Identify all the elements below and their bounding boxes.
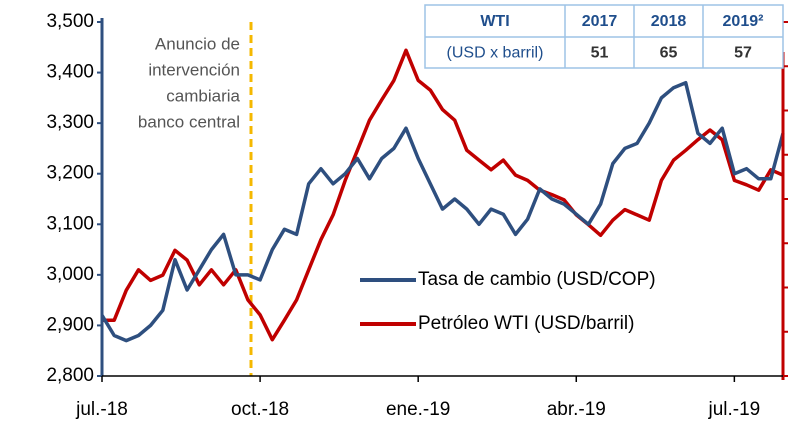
annotation-text: banco central <box>138 112 240 131</box>
table-cell: 65 <box>660 45 678 62</box>
y-tick-label: 3,200 <box>46 163 94 184</box>
y-tick-label: 2,800 <box>46 365 94 386</box>
annotation-text: intervención <box>148 60 240 79</box>
y-tick-label: 3,400 <box>46 62 94 83</box>
series-line <box>102 48 784 342</box>
series-line <box>100 80 785 343</box>
table-cell: 2017 <box>582 13 618 30</box>
y-tick-label: 3,000 <box>46 264 94 285</box>
y-tick-label: 2,900 <box>46 314 94 335</box>
annotation-text: Anuncio de <box>155 34 240 53</box>
table-cell: 2019² <box>723 13 764 30</box>
legend-label: Petróleo WTI (USD/barril) <box>418 313 634 334</box>
table-cell: 51 <box>591 45 609 62</box>
legend-label: Tasa de cambio (USD/COP) <box>418 269 656 290</box>
x-tick-label: ene.-19 <box>386 399 450 420</box>
x-tick-label: jul.-18 <box>75 399 128 420</box>
table-cell: 57 <box>734 45 752 62</box>
table-cell: 2018 <box>651 13 687 30</box>
table-cell: WTI <box>480 13 509 30</box>
table-cell: (USD x barril) <box>447 45 544 62</box>
x-tick-label: oct.-18 <box>231 399 289 420</box>
y-tick-label: 3,300 <box>46 112 94 133</box>
x-tick-label: jul.-19 <box>707 399 760 420</box>
y-tick-label: 3,100 <box>46 213 94 234</box>
x-tick-label: abr.-19 <box>547 399 606 420</box>
y-tick-label: 3,500 <box>46 11 94 32</box>
annotation-text: cambiaria <box>166 86 240 105</box>
